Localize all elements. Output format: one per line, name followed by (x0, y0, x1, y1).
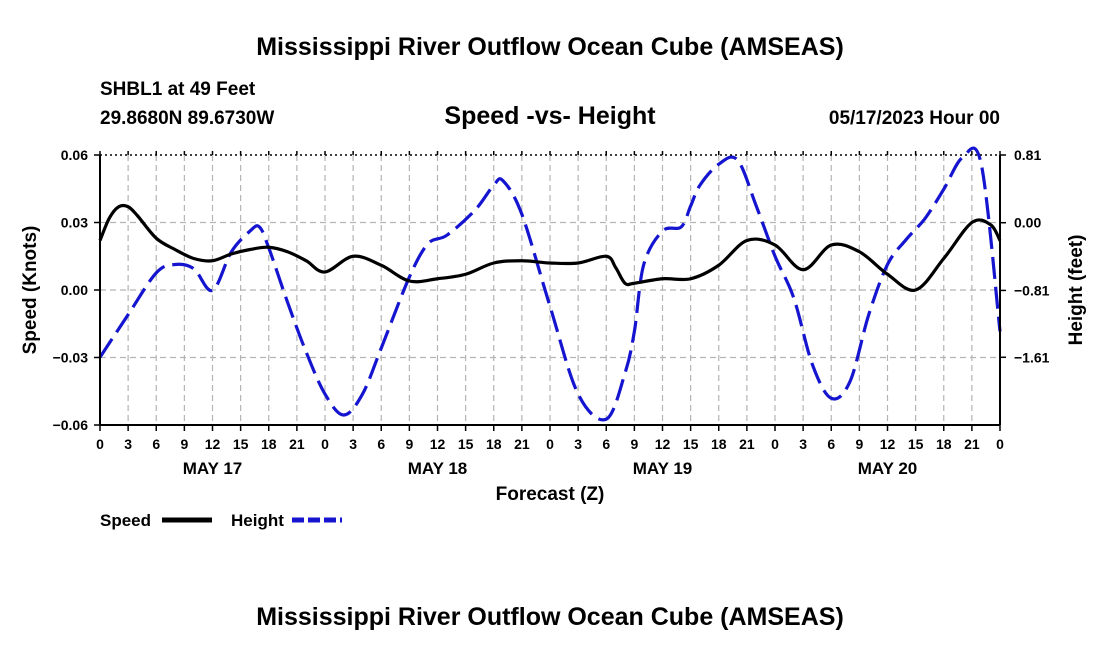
x-tick-label: 15 (458, 436, 474, 452)
day-label: MAY 18 (408, 459, 468, 478)
axis-ticks: 0 3 6 9 12 15 18 21 0 3 6 9 12 15 18 21 0 3 6 9 12 15 18 21 0 3 6 9… (53, 147, 1050, 478)
date-label: 05/17/2023 Hour 00 (829, 108, 1000, 129)
x-tick-label: 6 (602, 436, 610, 452)
x-tick-label: 21 (739, 436, 755, 452)
legend-height-label: Height (231, 511, 284, 530)
x-tick-label: 9 (855, 436, 863, 452)
x-tick-label: 9 (405, 436, 413, 452)
x-tick-label: 12 (205, 436, 221, 452)
y-left-tick-label: 0.00 (61, 282, 88, 298)
day-label: MAY 19 (633, 459, 693, 478)
x-tick-label: 21 (289, 436, 305, 452)
y-right-tick-label: 0.00 (1014, 215, 1041, 231)
x-tick-label: 6 (827, 436, 835, 452)
chart-title: Speed -vs- Height (444, 102, 656, 130)
x-tick-label: 6 (377, 436, 385, 452)
x-tick-label: 0 (996, 436, 1004, 452)
day-label: MAY 17 (183, 459, 243, 478)
x-tick-label: 6 (152, 436, 160, 452)
x-tick-label: 18 (936, 436, 952, 452)
x-tick-label: 0 (321, 436, 329, 452)
y-right-tick-label: −0.81 (1014, 282, 1050, 298)
y-left-tick-label: 0.03 (61, 215, 88, 231)
day-label: MAY 20 (858, 459, 918, 478)
series-lines (98, 146, 1002, 422)
y-right-tick-label: −1.61 (1014, 349, 1050, 365)
series-line-height (98, 146, 1002, 422)
y-left-tick-label: −0.03 (53, 350, 89, 366)
x-tick-label: 3 (124, 436, 132, 452)
x-tick-label: 18 (486, 436, 502, 452)
x-tick-label: 3 (574, 436, 582, 452)
x-tick-label: 21 (964, 436, 980, 452)
legend: Speed Height (100, 511, 342, 530)
y-axis-right-label: Height (feet) (1066, 235, 1087, 346)
x-tick-label: 18 (711, 436, 727, 452)
y-right-tick-label: 0.81 (1014, 147, 1041, 163)
x-tick-label: 12 (655, 436, 671, 452)
x-tick-label: 12 (430, 436, 446, 452)
x-tick-label: 15 (908, 436, 924, 452)
x-axis-label: Forecast (Z) (496, 484, 605, 505)
grid (100, 155, 1000, 425)
x-tick-label: 0 (96, 436, 104, 452)
x-tick-label: 9 (180, 436, 188, 452)
x-tick-label: 3 (349, 436, 357, 452)
x-tick-label: 21 (514, 436, 530, 452)
station-label: SHBL1 at 49 Feet (100, 79, 256, 100)
x-tick-label: 15 (683, 436, 699, 452)
location-label: 29.8680N 89.6730W (100, 108, 274, 129)
x-tick-label: 15 (233, 436, 249, 452)
x-tick-label: 12 (880, 436, 896, 452)
x-tick-label: 3 (799, 436, 807, 452)
x-tick-label: 18 (261, 436, 277, 452)
series-line-speed (98, 203, 1002, 292)
x-tick-label: 0 (771, 436, 779, 452)
y-left-tick-label: −0.06 (53, 417, 89, 433)
y-axis-left-label: Speed (Knots) (20, 226, 41, 355)
page-title: Mississippi River Outflow Ocean Cube (AM… (256, 33, 844, 61)
page-title-repeat: Mississippi River Outflow Ocean Cube (AM… (256, 603, 844, 631)
legend-speed-label: Speed (100, 511, 151, 530)
x-tick-label: 9 (630, 436, 638, 452)
x-tick-label: 0 (546, 436, 554, 452)
y-left-tick-label: 0.06 (61, 147, 88, 163)
